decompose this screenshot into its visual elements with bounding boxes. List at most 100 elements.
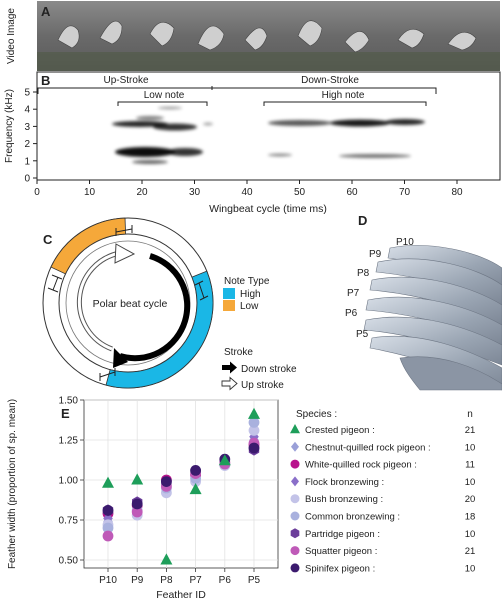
scatter-point — [102, 522, 114, 534]
legend-species-label: Crested pigeon : — [305, 425, 375, 436]
panel-c: C Polar beat cycle Note Type High Low St… — [42, 217, 297, 391]
panel-d: D P10 P9 P8 P7 P6 P5 — [340, 213, 502, 391]
spec-xtick-label: 20 — [136, 187, 148, 198]
n-title: n — [467, 409, 473, 420]
high-note-bracket — [263, 101, 427, 106]
feather-label-p10: P10 — [396, 237, 414, 248]
panel-e: E 0.50 0.75 1.00 1.25 1.50 P10 P9 P8 P7 P6 P5 Fea… — [7, 396, 475, 601]
low-note-arc — [50, 217, 127, 275]
legend-species-label: Common bronzewing : — [305, 512, 400, 523]
legend-species-label: Chestnut-quilled rock pigeon : — [305, 442, 431, 453]
legend-n-value: 21 — [465, 425, 476, 436]
scatter-point — [102, 505, 114, 516]
video-birds — [57, 20, 477, 53]
scatter-plot-frame — [83, 399, 279, 569]
ytick-label: 0.50 — [59, 556, 79, 567]
scatter-point — [189, 483, 202, 495]
xtick-label: P5 — [248, 575, 261, 586]
spec-ytick-label: 0 — [24, 174, 30, 185]
panel-a-ylabel: Video Image — [6, 8, 17, 64]
ytick-label: 1.00 — [59, 476, 79, 487]
legend-species-label: Spinifex pigeon : — [305, 563, 375, 574]
legend-species-label: Partridge pigeon : — [305, 529, 380, 540]
legend-low-swatch — [223, 300, 235, 311]
feather-label-p8: P8 — [357, 268, 370, 279]
legend-n-value: 10 — [465, 442, 476, 453]
legend-species-label: White-quilled rock pigeon : — [305, 460, 417, 471]
legend-n-value: 21 — [465, 546, 476, 557]
ytick-label: 1.50 — [59, 396, 79, 407]
up-stroke-arrowhead — [114, 243, 136, 264]
scatter-xaxis: P10 P9 P8 P7 P6 P5 — [99, 568, 261, 586]
scatter-point — [160, 553, 173, 565]
panel-b: B Up-Stroke Down-Stroke Low note High no… — [4, 71, 501, 215]
arc-error-bars — [47, 225, 209, 381]
spec-ytick-label: 4 — [24, 105, 30, 116]
spec-xtick-label: 30 — [189, 187, 201, 198]
scatter-point — [190, 465, 202, 476]
spectrogram-frame — [36, 71, 501, 181]
down-stroke-label: Down-Stroke — [301, 75, 359, 86]
spec-ytick-label: 1 — [24, 156, 30, 167]
up-stroke-arrow — [77, 251, 121, 351]
xtick-label: P6 — [219, 575, 232, 586]
species-legend: Crested pigeon : 21 Chestnut-quilled rock … — [290, 424, 475, 574]
legend-up-arrow-icon — [221, 376, 238, 391]
scatter-point — [248, 442, 260, 454]
legend-high-swatch — [223, 288, 235, 299]
spec-xtick-label: 60 — [346, 187, 358, 198]
panel-b-letter: B — [41, 73, 50, 88]
legend-high-label: High — [240, 289, 261, 300]
scatter-point — [248, 425, 260, 436]
stroke-bracket — [37, 87, 437, 94]
wing-feathers — [363, 245, 502, 391]
scatter-point — [131, 506, 143, 518]
scatter-point — [218, 454, 231, 466]
scatter-point — [102, 530, 114, 542]
scatter-xlabel: Feather ID — [156, 589, 206, 601]
scatter-point — [102, 476, 114, 488]
feather-label-p6: P6 — [345, 308, 358, 319]
scatter-point — [161, 476, 172, 487]
panel-b-xlabel: Wingbeat cycle (time ms) — [209, 203, 327, 215]
ytick-label: 0.75 — [59, 516, 79, 527]
spec-xtick-label: 50 — [294, 187, 306, 198]
scatter-point — [131, 473, 144, 485]
down-stroke-arrow — [119, 253, 191, 362]
legend-up-label: Up stroke — [241, 380, 284, 391]
spec-xtick-label: 10 — [84, 187, 96, 198]
scatter-point — [248, 417, 260, 428]
panel-a-letter: A — [41, 4, 51, 19]
polar-center-label: Polar beat cycle — [93, 298, 168, 310]
low-note-label: Low note — [144, 90, 185, 101]
scatter-ylabel: Feather width (proportion of sp. mean) — [7, 399, 18, 569]
spec-xtick-label: 0 — [34, 187, 40, 198]
legend-marker — [291, 476, 299, 487]
spectrogram-yaxis: 0 1 2 3 4 5 — [24, 72, 38, 185]
feather-label-p5: P5 — [356, 329, 369, 340]
xtick-label: P8 — [160, 575, 173, 586]
spec-xtick-label: 70 — [399, 187, 411, 198]
video-grass — [37, 52, 500, 71]
note-type-title: Note Type — [224, 276, 270, 287]
xtick-label: P9 — [131, 575, 144, 586]
scatter-point — [248, 407, 260, 419]
legend-marker — [290, 511, 300, 521]
legend-marker — [290, 528, 300, 539]
scatter-points — [102, 407, 260, 565]
spec-xtick-label: 80 — [451, 187, 463, 198]
xtick-label: P7 — [189, 575, 202, 586]
legend-n-value: 18 — [465, 512, 476, 523]
stroke-title: Stroke — [224, 347, 253, 358]
legend-species-label: Bush bronzewing : — [305, 494, 383, 505]
spec-ytick-label: 5 — [24, 88, 30, 99]
xtick-label: P10 — [99, 575, 117, 586]
low-note-bracket — [117, 101, 208, 106]
legend-down-label: Down stroke — [241, 364, 297, 375]
spec-ytick-label: 2 — [24, 139, 30, 150]
legend-low-label: Low — [240, 301, 259, 312]
down-stroke-arrowhead — [113, 348, 128, 368]
legend-n-value: 10 — [465, 563, 476, 574]
scatter-point — [131, 498, 143, 510]
